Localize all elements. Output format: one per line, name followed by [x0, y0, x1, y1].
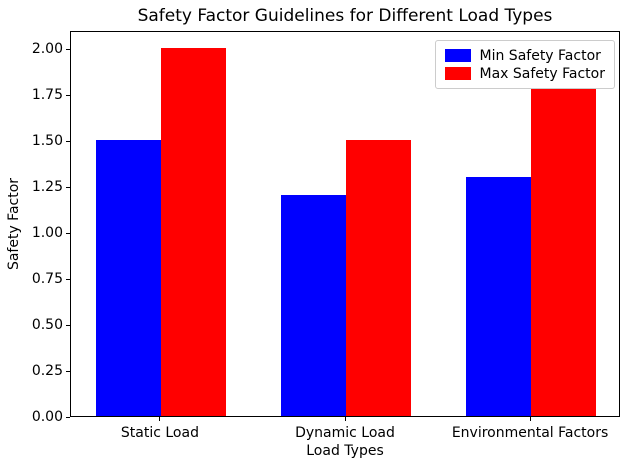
x-tick-label: Static Load — [120, 425, 199, 441]
y-tick-mark — [66, 416, 70, 418]
y-tick-label: 2.00 — [31, 41, 63, 58]
bar-max-safety-factor-environmental-factors — [531, 85, 596, 416]
x-tick-mark — [159, 417, 161, 421]
y-tick-label: 0.00 — [31, 409, 63, 425]
x-tick-label: Environmental Factors — [451, 425, 609, 441]
legend: Min Safety Factor Max Safety Factor — [434, 40, 615, 89]
bar-min-safety-factor-environmental-factors — [466, 177, 532, 416]
legend-swatch-min-safety-factor — [444, 49, 471, 62]
y-tick-mark — [66, 370, 70, 372]
x-tick-mark — [529, 417, 531, 421]
y-tick-mark — [66, 186, 70, 188]
legend-item: Min Safety Factor — [444, 47, 605, 64]
x-axis-label: Load Types — [306, 443, 384, 459]
legend-swatch-max-safety-factor — [444, 67, 471, 80]
y-tick-label: 1.75 — [31, 87, 63, 104]
y-tick-mark — [66, 232, 70, 234]
bar-min-safety-factor-dynamic-load — [281, 195, 346, 416]
x-tick-mark — [344, 417, 346, 421]
bar-max-safety-factor-dynamic-load — [346, 140, 411, 416]
y-tick-label: 0.75 — [31, 271, 63, 288]
x-tick-label: Dynamic Load — [295, 425, 395, 441]
y-tick-mark — [66, 94, 70, 96]
bar-max-safety-factor-static-load — [160, 48, 226, 416]
legend-item: Max Safety Factor — [444, 65, 605, 82]
y-tick-mark — [66, 48, 70, 50]
y-tick-label: 1.25 — [31, 179, 63, 196]
legend-label: Min Safety Factor — [479, 47, 601, 64]
chart-title: Safety Factor Guidelines for Different L… — [137, 6, 553, 26]
legend-label: Max Safety Factor — [479, 65, 605, 82]
y-tick-mark — [66, 140, 70, 142]
y-tick-label: 1.50 — [31, 133, 63, 150]
y-tick-mark — [66, 324, 70, 326]
y-tick-label: 0.50 — [31, 317, 63, 334]
y-tick-label: 0.25 — [31, 363, 63, 380]
y-tick-mark — [66, 278, 70, 280]
plot-area — [70, 31, 620, 417]
y-tick-label: 1.00 — [31, 225, 63, 242]
bar-min-safety-factor-static-load — [96, 140, 161, 416]
